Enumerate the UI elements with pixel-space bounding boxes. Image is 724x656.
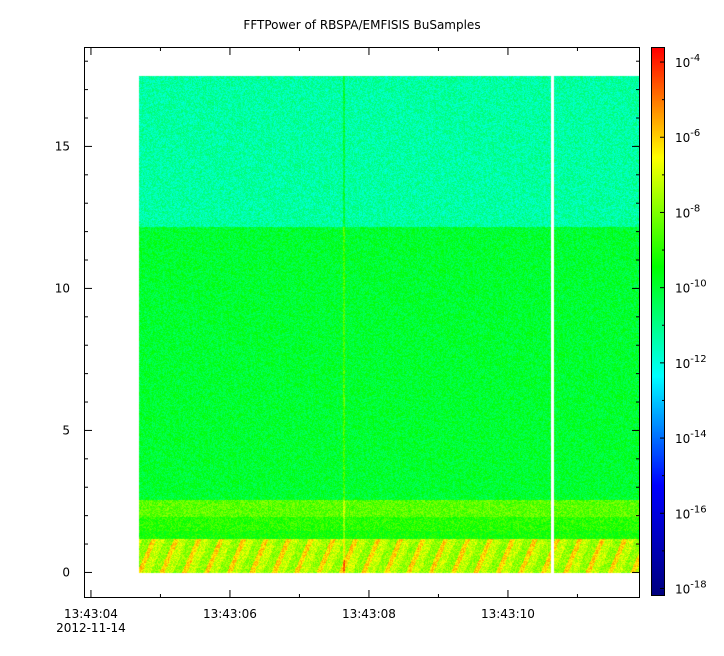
colorbar-tick-label: 10-8 <box>675 203 700 220</box>
y-tick-label: 15 <box>55 139 70 153</box>
x-tick-label: 13:43:06 <box>203 607 257 621</box>
x-tick-label: 13:43:10 <box>481 607 535 621</box>
x-tick-date-label: 2012-11-14 <box>56 621 126 635</box>
colorbar-tick-label: 10-6 <box>675 128 700 145</box>
colorbar <box>651 47 665 596</box>
colorbar-tick-label: 10-12 <box>675 354 707 371</box>
plot-area <box>84 47 640 598</box>
spectrogram-heatmap <box>85 48 639 597</box>
colorbar-tick-label: 10-18 <box>675 579 707 596</box>
colorbar-tick-label: 10-14 <box>675 429 707 446</box>
y-tick-label: 0 <box>62 565 70 579</box>
colorbar-tick-label: 10-16 <box>675 504 707 521</box>
colorbar-tick-label: 10-4 <box>675 53 700 70</box>
y-tick-label: 10 <box>55 281 70 295</box>
colorbar-gradient <box>652 48 664 595</box>
chart-title: FFTPower of RBSPA/EMFISIS BuSamples <box>243 18 481 32</box>
y-tick-label: 5 <box>62 423 70 437</box>
colorbar-tick-label: 10-10 <box>675 279 707 296</box>
x-tick-label: 13:43:08 <box>342 607 396 621</box>
x-tick-label: 13:43:04 <box>64 607 118 621</box>
